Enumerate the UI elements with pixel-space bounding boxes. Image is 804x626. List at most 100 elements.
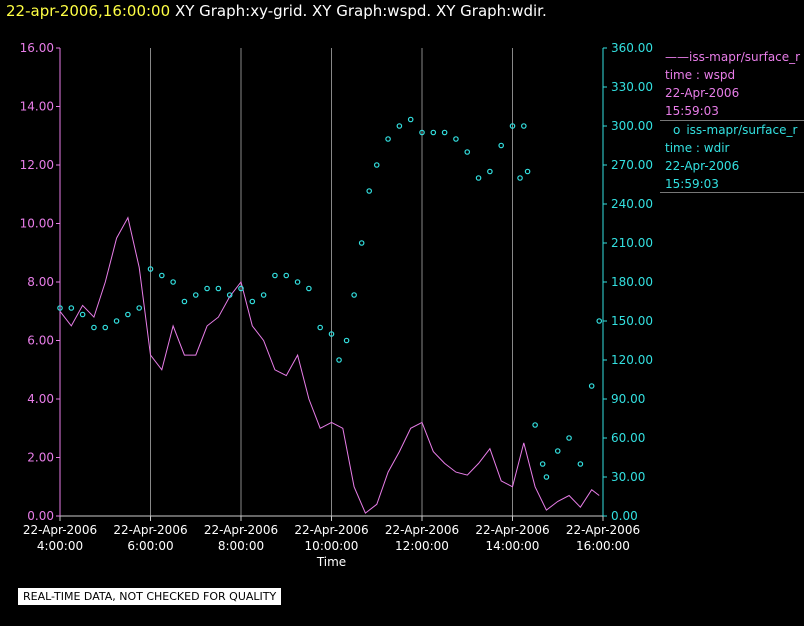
wdir-data-point bbox=[336, 357, 342, 363]
wdir-data-point bbox=[464, 149, 471, 155]
y-left-tick-label: 0.00 bbox=[27, 509, 54, 523]
wdir-data-point bbox=[272, 272, 278, 279]
wdir-data-point bbox=[170, 279, 176, 285]
wdir-data-point bbox=[430, 129, 437, 136]
legend-entry-wdir: o iss-mapr/surface_r time : wdir 22-Apr-2… bbox=[665, 121, 797, 193]
wdir-data-point bbox=[147, 266, 154, 272]
x-tick-label-date: 22-Apr-2006 bbox=[475, 523, 549, 537]
wdir-data-point bbox=[521, 123, 527, 129]
wdir-data-point bbox=[566, 435, 572, 441]
y-right-tick-label: 240.00 bbox=[611, 197, 653, 211]
y-left-tick-label: 16.00 bbox=[20, 41, 54, 55]
x-tick-label-date: 22-Apr-2006 bbox=[385, 523, 459, 537]
wdir-data-point bbox=[317, 324, 323, 331]
legend-wdir-time: 15:59:03 bbox=[665, 177, 719, 191]
y-left-tick-label: 2.00 bbox=[27, 451, 54, 465]
y-right-tick-label: 330.00 bbox=[611, 80, 653, 94]
legend-wspd-source: ——iss-mapr/surface_r bbox=[665, 50, 801, 64]
wdir-data-point bbox=[238, 285, 244, 292]
wdir-data-point bbox=[396, 123, 403, 129]
wdir-data-point bbox=[249, 298, 256, 305]
y-left-tick-label: 14.00 bbox=[20, 100, 54, 114]
y-right-tick-label: 360.00 bbox=[611, 41, 653, 55]
x-tick-label-time: 14:00:00 bbox=[486, 539, 540, 553]
wdir-data-point bbox=[159, 272, 165, 279]
x-axis-label: Time bbox=[316, 555, 346, 569]
legend-entry-wspd: ——iss-mapr/surface_r time : wspd 22-Apr-… bbox=[665, 48, 800, 120]
wdir-data-point bbox=[509, 123, 516, 129]
wdir-data-point bbox=[366, 188, 373, 194]
wdir-data-point bbox=[328, 331, 335, 337]
x-tick-label-date: 22-Apr-2006 bbox=[566, 523, 640, 537]
x-tick-label-time: 16:00:00 bbox=[576, 539, 630, 553]
x-tick-label-time: 4:00:00 bbox=[37, 539, 83, 553]
wdir-data-point bbox=[487, 168, 493, 175]
x-tick-label-time: 6:00:00 bbox=[127, 539, 173, 553]
wdir-data-point bbox=[306, 285, 312, 292]
y-left-tick-label: 10.00 bbox=[20, 217, 54, 231]
graph-header: 22-apr-2006,16:00:00 XY Graph:xy-grid. X… bbox=[6, 2, 547, 20]
wdir-data-point bbox=[136, 305, 142, 311]
wdir-data-point bbox=[453, 136, 459, 142]
y-right-tick-label: 120.00 bbox=[611, 353, 653, 367]
wdir-data-point bbox=[475, 175, 482, 181]
wdir-data-point bbox=[204, 285, 210, 292]
x-tick-label-time: 12:00:00 bbox=[395, 539, 449, 553]
wdir-data-point bbox=[539, 461, 546, 467]
wdir-data-point bbox=[181, 298, 188, 305]
legend-wspd-time: 15:59:03 bbox=[665, 104, 719, 118]
wdir-data-point bbox=[294, 279, 301, 285]
wdir-data-point bbox=[407, 116, 414, 123]
y-left-tick-label: 6.00 bbox=[27, 334, 54, 348]
x-tick-label-date: 22-Apr-2006 bbox=[294, 523, 368, 537]
wdir-data-point bbox=[532, 422, 538, 428]
wdir-data-point bbox=[385, 136, 391, 142]
wdir-data-point bbox=[441, 129, 448, 136]
y-right-tick-label: 90.00 bbox=[611, 392, 645, 406]
legend-wspd-date: 22-Apr-2006 bbox=[665, 86, 740, 100]
y-right-tick-label: 60.00 bbox=[611, 431, 645, 445]
legend-wdir-source: o iss-mapr/surface_r bbox=[673, 123, 798, 137]
legend-divider bbox=[660, 192, 804, 193]
wdir-data-point bbox=[125, 311, 131, 318]
wdir-data-point bbox=[577, 461, 584, 467]
wdir-data-point bbox=[419, 129, 425, 136]
y-left-tick-label: 4.00 bbox=[27, 392, 54, 406]
wdir-data-point bbox=[524, 168, 531, 175]
wdir-data-point bbox=[358, 240, 365, 246]
y-right-tick-label: 210.00 bbox=[611, 236, 653, 250]
header-graph-list: XY Graph:xy-grid. XY Graph:wspd. XY Grap… bbox=[174, 2, 547, 20]
header-timestamp: 22-apr-2006,16:00:00 bbox=[6, 2, 171, 20]
wdir-data-point bbox=[192, 292, 199, 298]
wdir-data-point bbox=[554, 448, 561, 454]
y-right-tick-label: 180.00 bbox=[611, 275, 653, 289]
wdir-data-point bbox=[260, 292, 267, 298]
wspd-series-line bbox=[59, 216, 600, 514]
wdir-data-point bbox=[543, 474, 550, 480]
y-right-tick-label: 30.00 bbox=[611, 470, 645, 484]
wdir-data-point bbox=[226, 292, 233, 298]
y-right-tick-label: 270.00 bbox=[611, 158, 653, 172]
wdir-data-point bbox=[57, 305, 63, 311]
wdir-data-point bbox=[498, 142, 504, 149]
wdir-data-point bbox=[517, 175, 523, 181]
x-tick-label-date: 22-Apr-2006 bbox=[204, 523, 278, 537]
x-tick-label-time: 10:00:00 bbox=[305, 539, 359, 553]
wdir-data-point bbox=[596, 318, 603, 324]
legend-wdir-label: time : wdir bbox=[665, 141, 730, 155]
x-tick-label-date: 22-Apr-2006 bbox=[23, 523, 97, 537]
wdir-data-point bbox=[343, 337, 350, 344]
y-left-tick-label: 12.00 bbox=[20, 158, 54, 172]
y-right-tick-label: 150.00 bbox=[611, 314, 653, 328]
wdir-data-point bbox=[68, 305, 75, 311]
wdir-data-point bbox=[351, 292, 357, 298]
wdir-data-point bbox=[283, 272, 290, 279]
y-left-tick-label: 8.00 bbox=[27, 275, 54, 289]
x-tick-label-time: 8:00:00 bbox=[218, 539, 264, 553]
quality-disclaimer: REAL-TIME DATA, NOT CHECKED FOR QUALITY bbox=[18, 588, 282, 605]
wdir-data-point bbox=[102, 324, 109, 331]
x-tick-label-date: 22-Apr-2006 bbox=[113, 523, 187, 537]
wdir-data-point bbox=[113, 318, 120, 324]
legend-wdir-date: 22-Apr-2006 bbox=[665, 159, 740, 173]
